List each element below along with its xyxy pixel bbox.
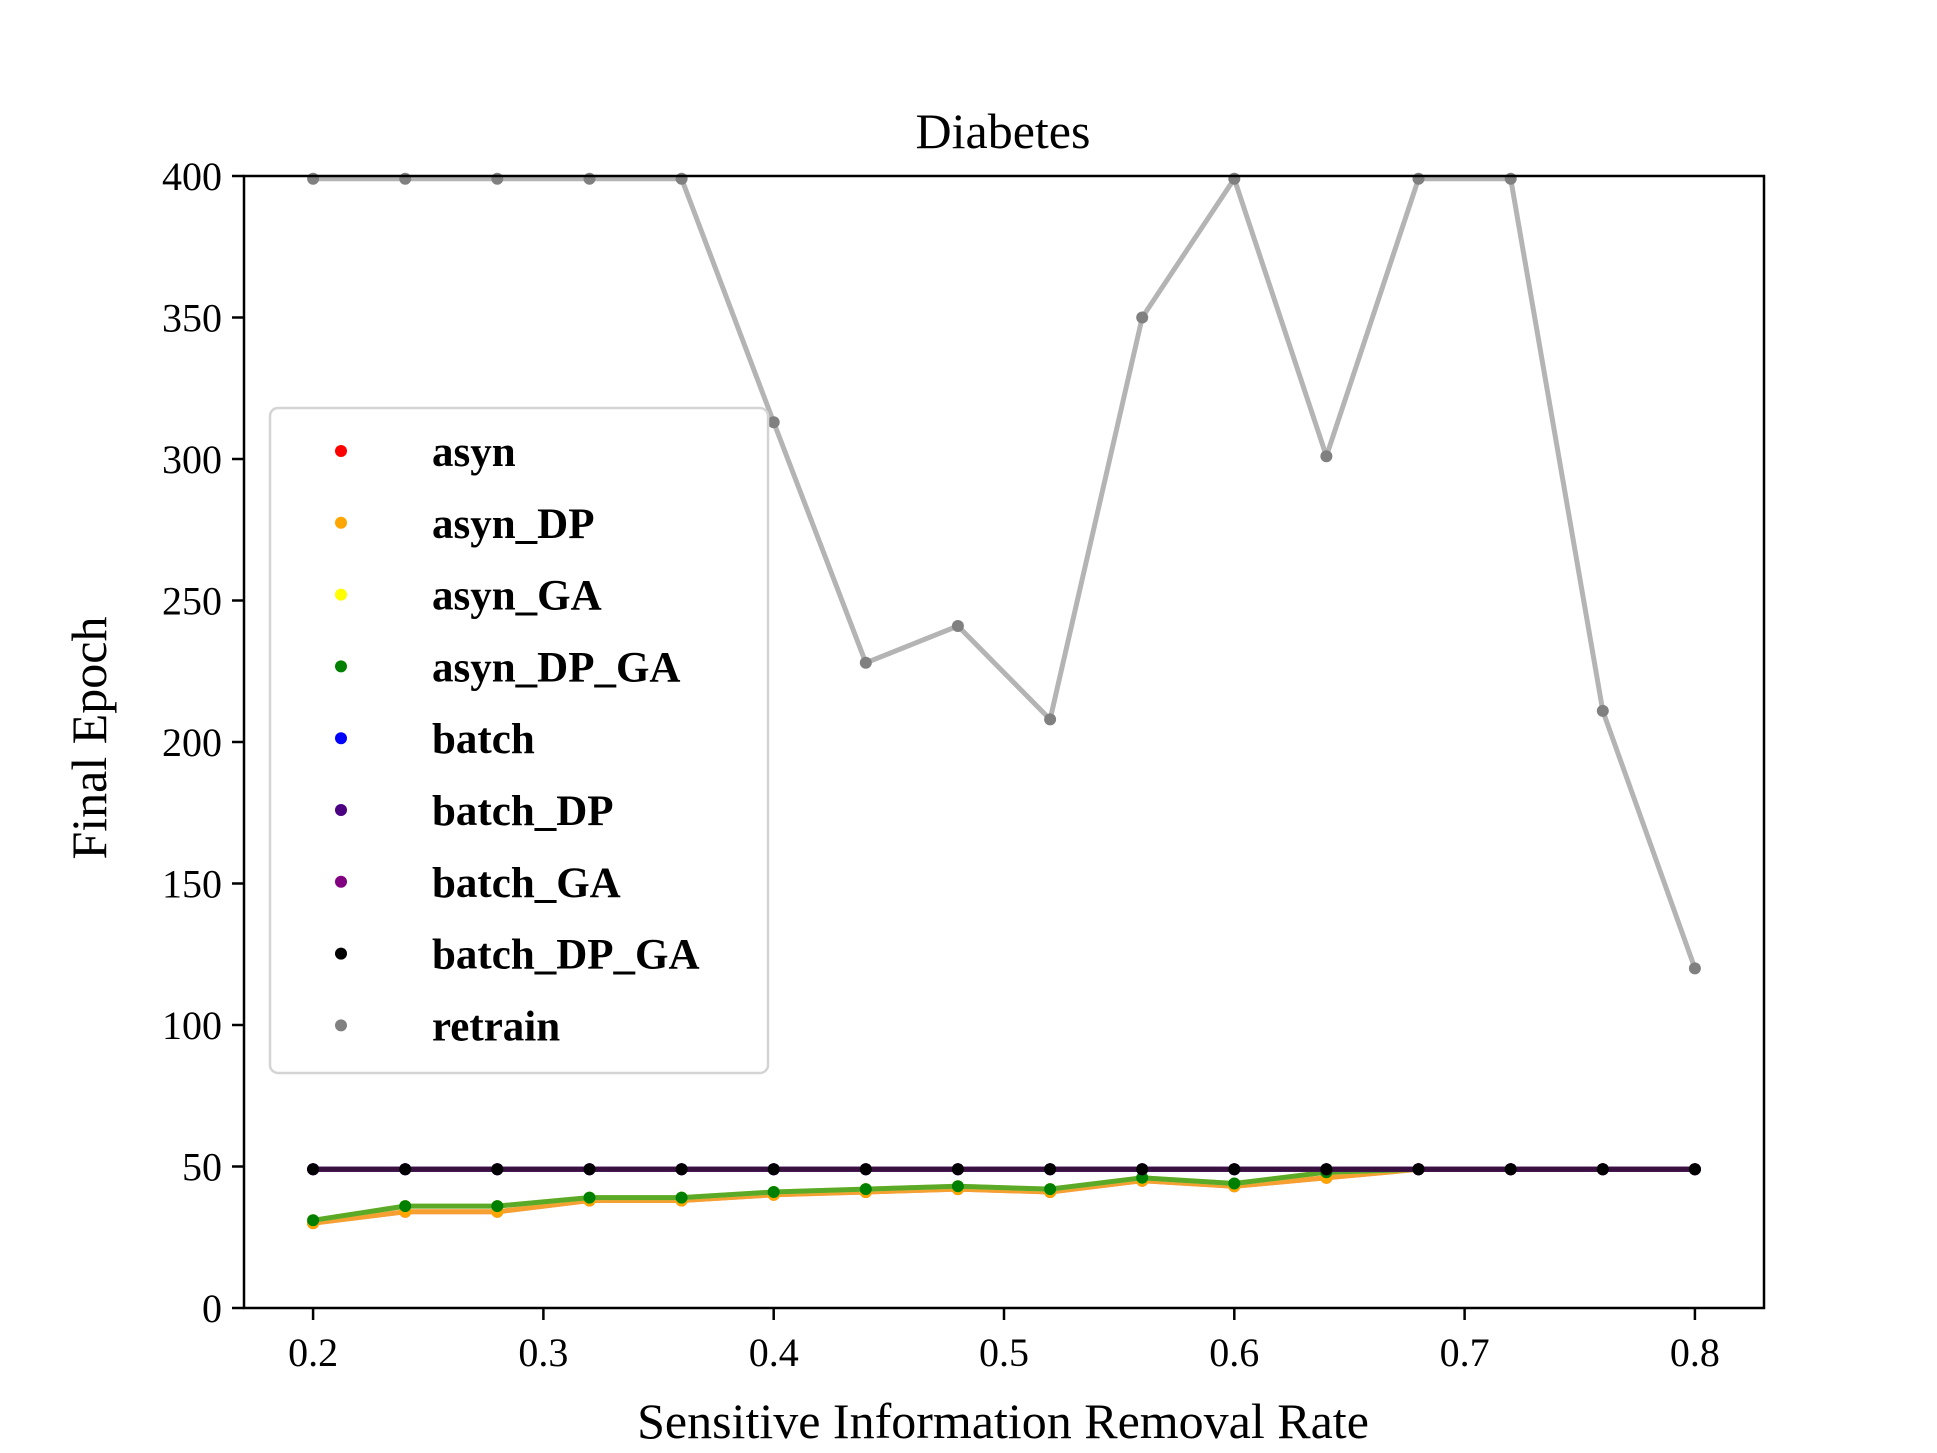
y-tick-label: 400 [162, 154, 222, 199]
y-tick-label: 0 [202, 1286, 222, 1331]
x-tick-label: 0.4 [749, 1330, 799, 1375]
data-point-batch_DP_GA [1136, 1163, 1149, 1176]
data-point-batch_DP_GA [1044, 1163, 1057, 1176]
data-point-asyn_DP_GA [767, 1186, 780, 1198]
chart-title: Diabetes [916, 103, 1091, 159]
data-point-retrain [1228, 172, 1241, 185]
legend-marker-batch [335, 732, 347, 745]
data-point-retrain [1044, 713, 1057, 726]
y-axis-label: Final Epoch [61, 616, 117, 859]
data-point-batch_DP_GA [951, 1163, 964, 1176]
legend-marker-batch_DP [335, 804, 347, 816]
data-point-retrain [1412, 172, 1425, 185]
legend-marker-batch_DP_GA [335, 947, 347, 960]
data-point-asyn_DP_GA [1136, 1171, 1149, 1184]
legend-marker-asyn [335, 445, 347, 457]
y-tick-label: 100 [162, 1003, 222, 1048]
y-tick-label: 150 [162, 862, 222, 907]
legend-label-batch_DP_GA: batch_DP_GA [432, 932, 700, 979]
legend-label-asyn_DP: asyn_DP [432, 501, 594, 548]
data-point-retrain [1504, 172, 1517, 185]
legend-label-asyn: asyn [432, 429, 516, 476]
x-tick-label: 0.7 [1440, 1330, 1490, 1375]
legend-label-asyn_DP_GA: asyn_DP_GA [432, 644, 680, 691]
data-point-retrain [675, 172, 688, 185]
data-point-retrain [1136, 311, 1149, 324]
x-tick-label: 0.5 [979, 1330, 1029, 1375]
plot-area: 0.2 0.3 0.4 0.5 0.6 0.7 0.8 0 50 100 150 200 250 300 3… [162, 154, 1766, 1375]
y-tick-label: 50 [182, 1145, 222, 1190]
x-axis: 0.2 0.3 0.4 0.5 0.6 0.7 0.8 [288, 1308, 1720, 1375]
y-axis: 0 50 100 150 200 250 300 350 400 [162, 154, 244, 1331]
data-point-retrain [1596, 704, 1609, 717]
data-point-batch_DP_GA [1320, 1163, 1333, 1176]
data-point-retrain [859, 656, 872, 669]
series-line-retrain [310, 176, 1698, 971]
y-tick-label: 300 [162, 437, 222, 482]
legend-marker-retrain [335, 1019, 347, 1032]
data-point-retrain [1688, 962, 1701, 975]
series-batch_DP_GA [307, 1163, 1701, 1176]
data-point-batch_DP_GA [675, 1163, 688, 1176]
y-tick-label: 350 [162, 296, 222, 341]
data-point-retrain [399, 172, 412, 185]
data-point-asyn_DP_GA [859, 1183, 872, 1196]
legend-label-batch: batch [432, 716, 535, 763]
data-point-retrain [1320, 450, 1333, 463]
x-tick-label: 0.8 [1670, 1330, 1720, 1375]
data-point-retrain [307, 172, 320, 185]
data-point-batch_DP_GA [859, 1163, 872, 1176]
data-point-asyn_DP_GA [307, 1214, 320, 1227]
legend-label-batch_GA: batch_GA [432, 860, 621, 907]
data-point-batch_DP_GA [1228, 1163, 1241, 1176]
data-point-batch_DP_GA [1504, 1163, 1517, 1176]
x-tick-label: 0.3 [518, 1330, 568, 1375]
data-point-retrain [767, 416, 780, 429]
data-point-batch_DP_GA [767, 1163, 780, 1176]
data-point-batch_DP_GA [491, 1163, 504, 1176]
data-point-asyn_DP_GA [1044, 1183, 1057, 1196]
data-point-asyn_DP_GA [491, 1200, 504, 1213]
data-point-asyn_DP_GA [1228, 1177, 1241, 1190]
data-point-batch_DP_GA [1596, 1163, 1609, 1176]
y-tick-label: 200 [162, 720, 222, 765]
data-point-batch_DP_GA [583, 1163, 596, 1176]
data-point-retrain [951, 620, 964, 632]
data-point-batch_DP_GA [1688, 1163, 1701, 1176]
data-point-asyn_DP_GA [675, 1191, 688, 1204]
legend-marker-asyn_DP_GA [335, 660, 347, 673]
data-point-batch_DP_GA [1412, 1163, 1425, 1176]
data-point-batch_DP_GA [399, 1163, 412, 1176]
legend-label-batch_DP: batch_DP [432, 788, 614, 835]
data-point-retrain [491, 172, 504, 185]
legend-label-asyn_GA: asyn_GA [432, 573, 602, 620]
legend-marker-asyn_DP [335, 516, 347, 529]
legend-marker-asyn_GA [335, 588, 347, 601]
data-point-batch_DP_GA [307, 1163, 320, 1176]
x-tick-label: 0.6 [1209, 1330, 1259, 1375]
legend-label-retrain: retrain [432, 1003, 560, 1050]
x-tick-label: 0.2 [288, 1330, 338, 1375]
data-point-retrain [583, 172, 596, 185]
y-tick-label: 250 [162, 579, 222, 624]
legend-box [268, 406, 770, 1075]
legend-marker-batch_GA [335, 875, 347, 888]
x-axis-label: Sensitive Information Removal Rate [637, 1393, 1369, 1449]
data-point-asyn_DP_GA [399, 1200, 412, 1213]
data-point-asyn_DP_GA [583, 1191, 596, 1204]
data-point-asyn_DP_GA [951, 1180, 964, 1193]
